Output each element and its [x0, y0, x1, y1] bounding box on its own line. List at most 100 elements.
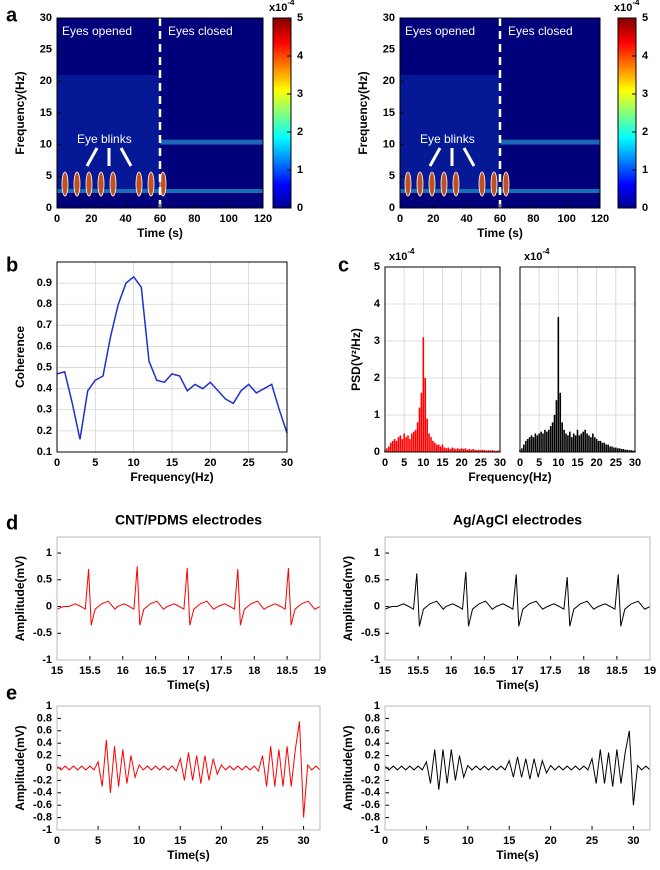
blink-marker: [135, 171, 143, 197]
y-tick-label: -0.6: [33, 799, 52, 811]
y-tick-label: -0.4: [33, 787, 53, 799]
y-axis-label: Frequency(Hz): [356, 71, 370, 154]
blink-marker: [478, 171, 486, 197]
multiplier-exponent: -4: [632, 0, 640, 7]
y-tick-label: 25: [40, 44, 52, 56]
x-axis-label: Time(s): [167, 848, 209, 862]
x-tick-label: 18.5: [276, 665, 297, 677]
plot-frame: [399, 17, 601, 209]
y-tick-label: 5: [389, 170, 395, 182]
multiplier-base: x10: [614, 2, 632, 14]
y-tick-label: 0: [46, 762, 52, 774]
x-tick-label: 15: [51, 665, 63, 677]
y-tick-label: 0.3: [37, 404, 52, 416]
y-tick-label: -0.5: [361, 627, 380, 639]
x-tick-label: 10: [133, 835, 145, 847]
x-tick-label: 30: [629, 457, 641, 469]
multiplier-base: x10: [269, 2, 287, 14]
y-tick-label: 0: [374, 762, 380, 774]
plot-frame: [384, 266, 501, 453]
blink-arrow: [119, 147, 133, 167]
x-axis-label: Time(s): [167, 678, 209, 692]
y-tick-label: 0: [389, 202, 395, 214]
colorbar-tick-label: 3: [642, 88, 648, 100]
annotation: Eyes closed: [508, 24, 573, 38]
x-tick-label: 16.5: [474, 665, 495, 677]
panel-label: d: [6, 512, 18, 534]
x-tick-label: 19: [314, 665, 326, 677]
panel-label: a: [6, 4, 18, 26]
blink-arrow: [428, 147, 442, 167]
y-tick-label: 0.6: [37, 340, 52, 352]
x-tick-label: 80: [527, 213, 539, 225]
plot-frame: [56, 536, 321, 661]
colorbar: [272, 17, 292, 209]
multiplier: x10-4: [269, 0, 295, 14]
x-tick-label: 40: [120, 213, 132, 225]
blink-marker: [452, 171, 460, 197]
plot-frame: [56, 261, 288, 453]
y-tick-label: 15: [383, 107, 395, 119]
x-axis-label: Time (s): [477, 226, 523, 240]
panel-label: c: [338, 254, 349, 276]
x-tick-label: 120: [591, 213, 609, 225]
blink-marker: [61, 171, 69, 197]
y-tick-label: 1: [374, 547, 380, 559]
annotation: Eyes opened: [405, 24, 475, 38]
y-tick-label: 30: [40, 12, 52, 24]
x-tick-label: 25: [586, 835, 598, 847]
x-tick-label: 0: [517, 457, 523, 469]
x-tick-label: 20: [545, 835, 557, 847]
y-tick-label: 25: [383, 44, 395, 56]
blink-marker: [502, 171, 510, 197]
x-tick-label: 10: [128, 457, 140, 469]
y-tick-label: 1: [374, 700, 380, 712]
plot-frame: [519, 266, 636, 453]
x-tick-label: 5: [423, 835, 429, 847]
colorbar-tick-label: 1: [642, 164, 648, 176]
plot-frame: [384, 536, 651, 661]
x-tick-label: 18.5: [606, 665, 627, 677]
x-tick-label: 10: [417, 457, 429, 469]
x-tick-label: 30: [627, 835, 639, 847]
y-tick-label: 0.8: [365, 712, 380, 724]
x-tick-label: 25: [256, 835, 268, 847]
data-line: [56, 275, 288, 440]
x-tick-label: 0: [54, 457, 60, 469]
colorbar-tick-label: 3: [297, 88, 303, 100]
x-tick-label: 60: [494, 213, 506, 225]
x-tick-label: 20: [591, 457, 603, 469]
y-tick-label: 0.4: [365, 737, 381, 749]
x-tick-label: 10: [462, 835, 474, 847]
data-line: [56, 566, 321, 626]
annotation: Eyes opened: [62, 24, 132, 38]
x-tick-label: 0: [382, 457, 388, 469]
spectrogram-texture: [400, 75, 500, 189]
chart-title: CNT/PDMS electrodes: [115, 512, 262, 528]
y-tick-label: 0.5: [365, 574, 380, 586]
x-tick-label: 5: [536, 457, 542, 469]
y-tick-label: 0.8: [37, 298, 52, 310]
colorbar-tick-label: 1: [297, 164, 303, 176]
blink-arrow: [462, 147, 476, 167]
x-tick-label: 0: [382, 835, 388, 847]
x-tick-label: 5: [92, 457, 98, 469]
y-tick-label: 15: [40, 107, 52, 119]
x-axis-label: Time(s): [496, 848, 538, 862]
x-tick-label: 15: [436, 457, 448, 469]
y-tick-label: -0.2: [33, 774, 52, 786]
y-tick-label: 0.5: [37, 361, 52, 373]
y-tick-label: 1: [374, 409, 380, 421]
x-tick-label: 120: [254, 213, 272, 225]
y-tick-label: -0.6: [361, 799, 380, 811]
y-axis-label: Amplitude(mV): [341, 556, 355, 641]
y-tick-label: 0: [374, 600, 380, 612]
y-tick-label: 0: [46, 202, 52, 214]
blink-marker: [416, 171, 424, 197]
y-tick-label: 0.2: [37, 750, 52, 762]
x-tick-label: 20: [204, 457, 216, 469]
blink-arrow: [85, 147, 99, 167]
y-tick-label: 0.9: [37, 277, 52, 289]
annotation: Eyes closed: [168, 24, 233, 38]
x-tick-label: 17: [182, 665, 194, 677]
